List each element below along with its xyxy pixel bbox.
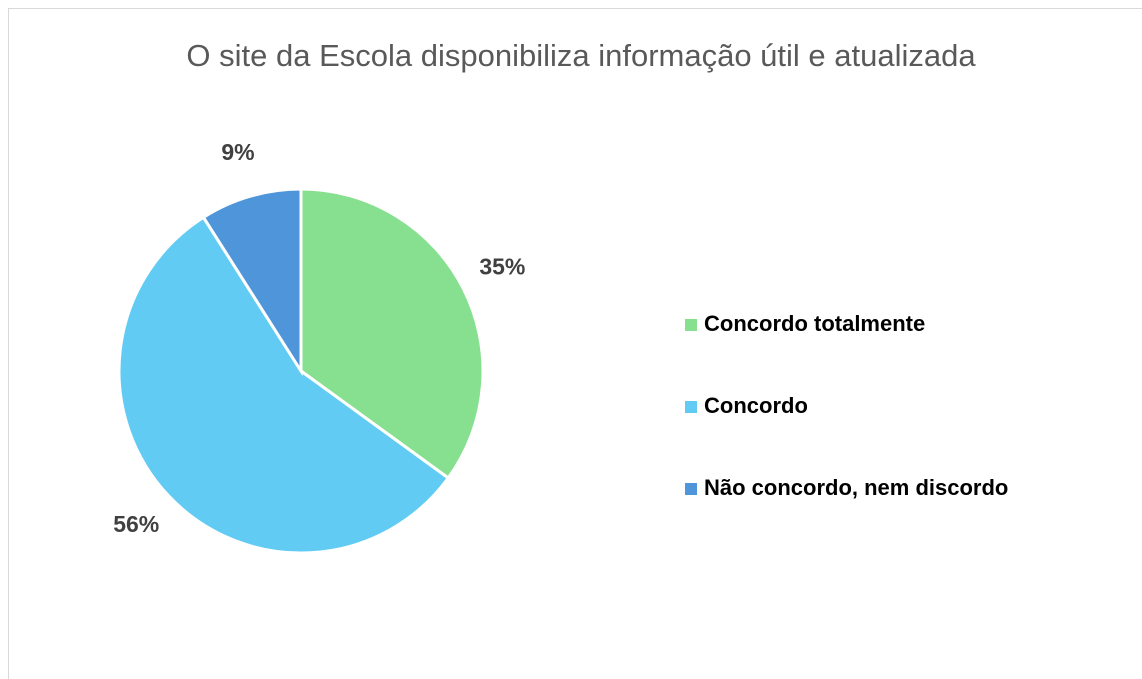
pie-slice [299, 187, 485, 481]
data-label: 9% [221, 139, 254, 165]
data-label: 35% [479, 253, 525, 279]
chart-title: O site da Escola disponibiliza informaçã… [186, 38, 976, 73]
legend-label: Concordo [704, 393, 808, 418]
pie-slice [201, 187, 303, 377]
chart-frame [8, 8, 1142, 679]
data-label: 56% [113, 511, 159, 537]
legend-label: Concordo totalmente [704, 311, 925, 336]
legend-label: Não concordo, nem discordo [704, 475, 1008, 500]
legend-swatch [685, 401, 697, 413]
legend-swatch [685, 319, 697, 331]
legend-swatch [685, 483, 697, 495]
pie-slice [117, 215, 451, 555]
